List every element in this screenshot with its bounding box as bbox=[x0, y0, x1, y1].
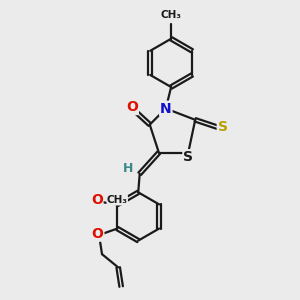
Text: S: S bbox=[183, 150, 193, 164]
Text: O: O bbox=[126, 100, 138, 114]
Text: O: O bbox=[91, 193, 103, 207]
Text: H: H bbox=[123, 162, 134, 175]
Text: CH₃: CH₃ bbox=[160, 11, 182, 20]
Text: S: S bbox=[218, 120, 228, 134]
Text: O: O bbox=[92, 227, 103, 241]
Text: N: N bbox=[160, 101, 172, 116]
Text: CH₃: CH₃ bbox=[107, 195, 128, 205]
